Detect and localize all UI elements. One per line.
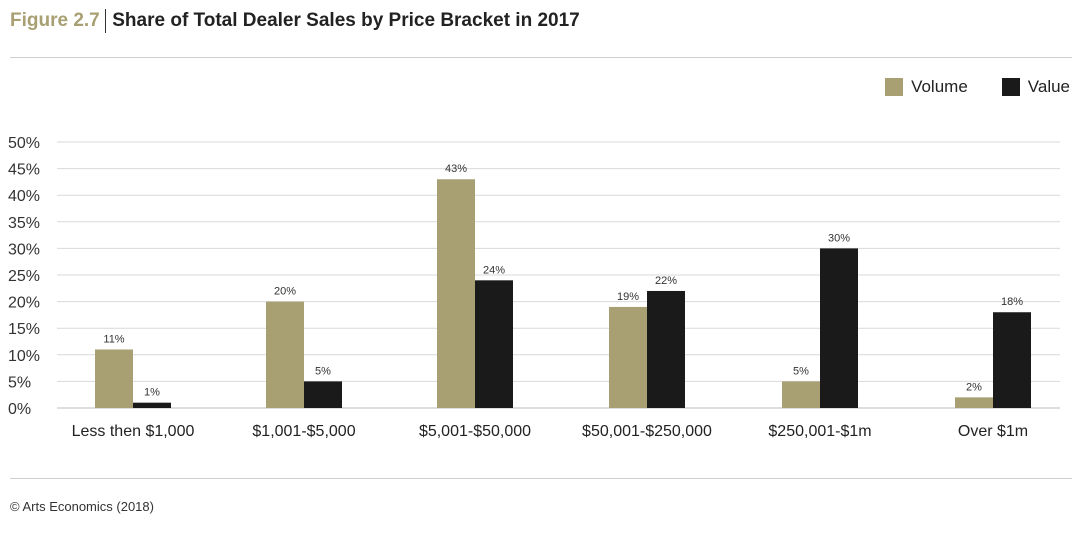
legend-label-value: Value xyxy=(1027,77,1070,96)
data-label-value: 18% xyxy=(1001,296,1023,308)
bar-value xyxy=(133,402,171,408)
bar-value xyxy=(993,312,1031,408)
bottom-divider xyxy=(10,478,1072,479)
x-category-label: $5,001-$50,000 xyxy=(419,423,531,440)
data-label-volume: 43% xyxy=(445,163,467,175)
legend-item-volume: Volume xyxy=(885,77,968,97)
data-label-volume: 2% xyxy=(966,381,982,393)
y-tick-label: 50% xyxy=(8,135,40,152)
x-category-label: Over $1m xyxy=(958,423,1028,440)
bar-value xyxy=(475,280,513,408)
bar-value xyxy=(304,381,342,408)
y-tick-label: 10% xyxy=(8,348,40,365)
figure-header: Figure 2.7 Share of Total Dealer Sales b… xyxy=(10,6,580,36)
top-divider xyxy=(10,57,1072,58)
y-tick-label: 40% xyxy=(8,188,40,205)
y-tick-label: 45% xyxy=(8,162,40,179)
bar-value xyxy=(647,290,685,408)
y-tick-label: 0% xyxy=(8,401,31,418)
bar-chart: 0% 5% 10% 15% 20% 25% 30% 35% 40% 45% 50% 11% 1% Less… xyxy=(8,135,1060,440)
chart-legend: Volume Value xyxy=(885,77,1070,97)
y-tick-label: 30% xyxy=(8,241,40,258)
data-label-value: 5% xyxy=(315,365,331,377)
x-category-label: $50,001-$250,000 xyxy=(582,423,712,440)
bar-volume xyxy=(95,349,133,408)
y-tick-label: 5% xyxy=(8,374,31,391)
data-label-value: 22% xyxy=(655,275,677,287)
bar-volume xyxy=(782,381,820,408)
header-separator xyxy=(104,9,107,33)
x-category-label: $250,001-$1m xyxy=(768,423,871,440)
data-label-value: 24% xyxy=(483,264,505,276)
bar-volume xyxy=(955,397,993,408)
legend-swatch-value xyxy=(1001,78,1020,96)
data-label-volume: 5% xyxy=(793,365,809,377)
figure-label: Figure 2.7 xyxy=(10,10,100,31)
data-label-volume: 19% xyxy=(617,291,639,303)
bar-volume xyxy=(266,301,304,408)
bar-value xyxy=(820,248,858,408)
data-label-volume: 11% xyxy=(103,333,124,345)
bar-volume xyxy=(609,306,647,408)
data-label-volume: 20% xyxy=(274,286,296,298)
data-label-value: 1% xyxy=(144,387,160,399)
legend-item-value: Value xyxy=(1001,77,1070,97)
data-label-value: 30% xyxy=(828,232,850,244)
y-tick-label: 15% xyxy=(8,321,40,338)
x-category-label: $1,001-$5,000 xyxy=(252,423,355,440)
source-note: © Arts Economics (2018) xyxy=(10,499,154,514)
chart-title: Share of Total Dealer Sales by Price Bra… xyxy=(112,10,580,31)
y-tick-label: 20% xyxy=(8,295,40,312)
legend-label-volume: Volume xyxy=(911,77,968,96)
legend-swatch-volume xyxy=(885,78,904,96)
bar-volume xyxy=(437,179,475,408)
x-category-label: Less then $1,000 xyxy=(72,423,195,440)
y-tick-label: 25% xyxy=(8,268,40,285)
y-tick-label: 35% xyxy=(8,215,40,232)
